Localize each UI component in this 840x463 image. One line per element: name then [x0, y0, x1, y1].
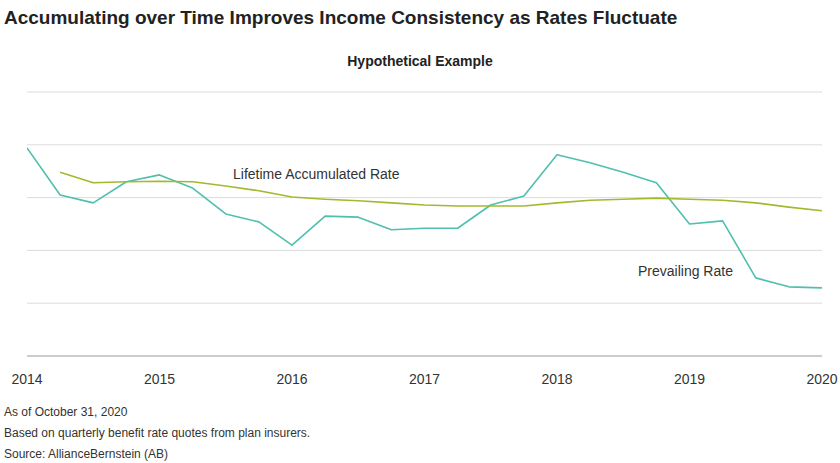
footnote: Based on quarterly benefit rate quotes f…	[4, 426, 310, 440]
grid-line	[27, 250, 822, 251]
chart: Accumulating over Time Improves Income C…	[0, 0, 840, 463]
x-tick-label: 2014	[11, 371, 42, 387]
series-line	[60, 172, 822, 211]
series-line	[27, 148, 822, 288]
plot-area	[27, 148, 822, 288]
footnote: Source: AllianceBernstein (AB)	[4, 447, 168, 461]
x-tick-label: 2015	[144, 371, 175, 387]
x-tick-label: 2020	[806, 371, 837, 387]
footnote: As of October 31, 2020	[4, 405, 128, 419]
grid-line	[27, 92, 822, 93]
grid-line	[27, 303, 822, 304]
x-axis-line	[27, 356, 822, 357]
grid-line	[27, 197, 822, 198]
x-tick-label: 2017	[409, 371, 440, 387]
series-label: Prevailing Rate	[638, 263, 733, 279]
x-tick-label: 2018	[541, 371, 572, 387]
title: Accumulating over Time Improves Income C…	[4, 7, 677, 28]
series-label: Lifetime Accumulated Rate	[233, 166, 400, 182]
x-tick-label: 2019	[674, 371, 705, 387]
x-tick-label: 2016	[276, 371, 307, 387]
subtitle: Hypothetical Example	[347, 53, 493, 69]
grid-line	[27, 144, 822, 145]
